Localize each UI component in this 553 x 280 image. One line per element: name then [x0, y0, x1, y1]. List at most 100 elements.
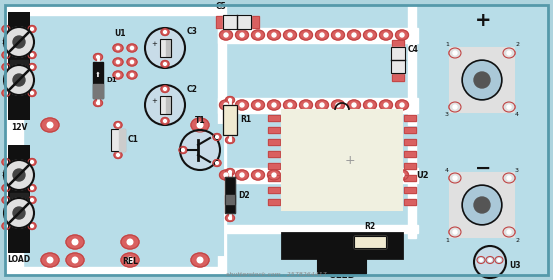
Circle shape [346, 241, 349, 244]
Ellipse shape [2, 90, 10, 97]
Bar [218, 28, 418, 43]
Bar [166, 96, 170, 114]
Text: REL: REL [123, 258, 138, 267]
Ellipse shape [2, 25, 10, 32]
Text: C3: C3 [187, 27, 198, 36]
Ellipse shape [363, 170, 377, 180]
Circle shape [228, 171, 231, 173]
Text: −: − [475, 158, 491, 178]
Circle shape [13, 207, 25, 219]
Text: +: + [152, 41, 158, 47]
Text: R1: R1 [240, 115, 251, 125]
Circle shape [47, 122, 53, 128]
Ellipse shape [28, 158, 36, 165]
Circle shape [240, 33, 244, 37]
Ellipse shape [379, 100, 393, 110]
Circle shape [256, 173, 260, 177]
Ellipse shape [213, 160, 221, 167]
Ellipse shape [93, 53, 102, 60]
Ellipse shape [2, 64, 10, 71]
Circle shape [368, 33, 372, 37]
Ellipse shape [395, 100, 409, 110]
Circle shape [507, 51, 511, 55]
Ellipse shape [179, 146, 187, 153]
Text: U2: U2 [416, 171, 429, 179]
Ellipse shape [113, 44, 123, 52]
Ellipse shape [449, 102, 461, 112]
Bar [225, 195, 235, 204]
Bar [5, 5, 23, 275]
Text: U1: U1 [114, 29, 126, 38]
Circle shape [30, 66, 33, 68]
Ellipse shape [363, 30, 377, 40]
Text: C2: C2 [187, 85, 198, 94]
Circle shape [116, 60, 119, 64]
Text: D1: D1 [106, 77, 117, 83]
Bar [268, 187, 280, 193]
Bar [93, 62, 103, 98]
Bar [404, 163, 416, 169]
Ellipse shape [503, 48, 515, 58]
Ellipse shape [113, 58, 123, 66]
Bar [404, 163, 416, 169]
Ellipse shape [28, 90, 36, 97]
Bar [354, 236, 386, 248]
Ellipse shape [268, 170, 280, 180]
Circle shape [453, 51, 457, 55]
Circle shape [256, 103, 260, 107]
Circle shape [384, 33, 388, 37]
Bar [450, 173, 514, 237]
Bar [218, 168, 418, 183]
Text: C5: C5 [216, 2, 226, 11]
Text: 1: 1 [2, 78, 6, 83]
Circle shape [462, 60, 502, 100]
Ellipse shape [226, 137, 234, 143]
Circle shape [97, 56, 100, 59]
Circle shape [127, 257, 133, 263]
Circle shape [390, 241, 394, 244]
Circle shape [240, 173, 244, 177]
Ellipse shape [316, 100, 328, 110]
Bar [111, 129, 125, 151]
Ellipse shape [220, 100, 232, 110]
FancyBboxPatch shape [318, 253, 366, 275]
Circle shape [4, 161, 7, 164]
Bar [159, 39, 170, 57]
Text: 3: 3 [515, 167, 519, 172]
Circle shape [116, 46, 119, 50]
Ellipse shape [449, 48, 461, 58]
Circle shape [30, 53, 33, 56]
Bar [5, 267, 225, 275]
Circle shape [117, 123, 119, 126]
Ellipse shape [331, 170, 345, 180]
Bar [392, 74, 404, 81]
Circle shape [131, 60, 134, 64]
Ellipse shape [127, 58, 137, 66]
Ellipse shape [2, 185, 10, 192]
Bar [111, 129, 125, 151]
Circle shape [288, 33, 292, 37]
Text: 2: 2 [515, 43, 519, 48]
Ellipse shape [161, 85, 169, 92]
Text: C4: C4 [408, 45, 419, 54]
Circle shape [228, 139, 231, 141]
Ellipse shape [28, 223, 36, 230]
Ellipse shape [2, 52, 10, 59]
Bar [392, 39, 404, 46]
Ellipse shape [477, 256, 485, 263]
Ellipse shape [2, 158, 10, 165]
Ellipse shape [503, 102, 515, 112]
Bar [166, 39, 170, 57]
Ellipse shape [268, 100, 280, 110]
Text: shutterstock.com · 2578264417: shutterstock.com · 2578264417 [226, 272, 326, 277]
Circle shape [228, 99, 231, 101]
Circle shape [224, 173, 228, 177]
Bar [218, 98, 418, 113]
Ellipse shape [226, 214, 234, 221]
Bar [268, 139, 280, 145]
Bar [404, 115, 416, 121]
Ellipse shape [449, 227, 461, 237]
Text: 1: 1 [445, 43, 449, 48]
Ellipse shape [161, 118, 169, 125]
Ellipse shape [252, 30, 264, 40]
